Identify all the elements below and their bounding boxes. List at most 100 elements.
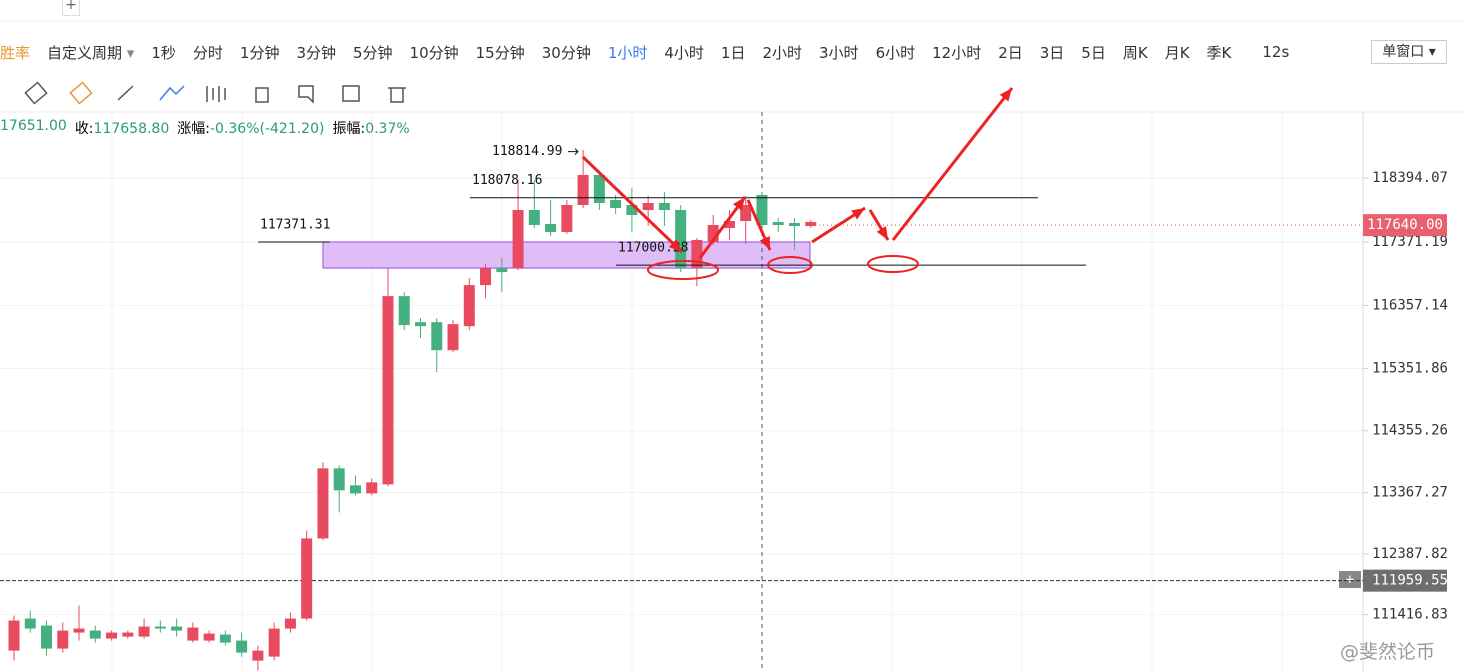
period-tab[interactable]: 胜率: [0, 43, 31, 62]
candle-body: [89, 630, 101, 639]
add-tab[interactable]: +: [62, 0, 80, 16]
period-tab[interactable]: 分时: [192, 43, 223, 62]
info-item: 涨幅:-0.36%(-421.20): [177, 118, 324, 138]
y-tick-label: 115351.86: [1372, 360, 1448, 376]
period-tab[interactable]: 自定义周期 ▾: [47, 43, 135, 62]
candle-body: [219, 634, 231, 643]
period-tab[interactable]: 6小时: [875, 43, 916, 62]
crosshair-tag: [1363, 569, 1447, 592]
candle-body: [333, 468, 345, 491]
candle-body: [431, 322, 443, 351]
candle-body: [463, 285, 475, 327]
period-tab[interactable]: 1日: [720, 43, 746, 62]
period-tab[interactable]: 3日: [1039, 43, 1065, 62]
period-tab[interactable]: 3小时: [819, 43, 859, 62]
period-tab[interactable]: 2小时: [762, 43, 803, 62]
drawn-circle: [767, 256, 813, 274]
candle-body: [561, 204, 573, 233]
candle-body: [675, 210, 687, 269]
candle-body: [398, 296, 410, 326]
drawn-circle: [647, 260, 719, 280]
period-tab[interactable]: 10分钟: [409, 43, 459, 62]
y-tick-label: 113367.27: [1372, 485, 1448, 501]
candle-body: [545, 224, 557, 233]
candle-body: [740, 204, 752, 222]
candle-body: [41, 625, 53, 649]
candle-body: [349, 485, 361, 494]
candle-body: [187, 627, 199, 641]
info-value: 0.37%: [365, 121, 410, 137]
candle-body: [480, 268, 492, 286]
period-tab[interactable]: 12小时: [932, 43, 982, 62]
plus-icon: +: [1346, 572, 1354, 588]
candle-body: [122, 632, 134, 637]
info-value: -0.36%(-421.20): [209, 121, 325, 137]
candle-body: [284, 618, 296, 629]
candle-body: [268, 628, 280, 657]
period-tab[interactable]: 月K: [1164, 43, 1190, 62]
period-tab[interactable]: 4小时: [664, 43, 704, 62]
period-tab[interactable]: 3分钟: [296, 43, 336, 62]
price-level-label: 117000.28: [618, 241, 688, 256]
plus-button[interactable]: [1339, 571, 1361, 588]
period-tab[interactable]: 5分钟: [353, 43, 393, 62]
y-tick-label: 112387.82: [1372, 546, 1448, 562]
period-tab[interactable]: 1分钟: [239, 43, 280, 62]
info-item: 振幅:0.37%: [332, 118, 409, 138]
drawn-arrow: [891, 87, 1014, 241]
candle-body: [203, 633, 215, 641]
period-tab[interactable]: 周K: [1122, 43, 1148, 62]
candle-body: [154, 626, 166, 629]
y-tick-label: 117371.19: [1372, 234, 1448, 250]
period-tab[interactable]: 15分钟: [475, 43, 525, 62]
window-select[interactable]: 单窗口 ▾: [1371, 40, 1447, 64]
candle-body: [24, 618, 36, 629]
candle-body: [610, 199, 622, 209]
candle-body: [252, 650, 264, 661]
period-bar: 胜率 自定义周期 ▾ 1秒 分时 1分钟 3分钟 5分钟 10分钟 15分钟 30分钟 1小时 4小时…: [0, 40, 1289, 64]
period-tab[interactable]: 季K: [1206, 43, 1232, 62]
candle-body: [138, 626, 150, 637]
candle-body: [496, 268, 508, 273]
period-tab[interactable]: 1小时: [607, 43, 648, 62]
candle-body: [593, 174, 605, 203]
period-tab[interactable]: 5日: [1081, 43, 1106, 62]
pointer-arrow: [568, 148, 579, 155]
arrow-head: [668, 239, 682, 252]
period-tab[interactable]: 1秒: [151, 43, 176, 62]
info-value: 117658.80: [93, 121, 170, 137]
candle-body: [171, 626, 183, 631]
crosshair-label: 111959.55: [1372, 573, 1448, 589]
candle-body: [528, 210, 540, 226]
arrow-head: [759, 236, 770, 250]
info-label: 收:: [74, 121, 94, 137]
candle-body: [626, 204, 638, 216]
candle-body: [658, 202, 670, 211]
y-tick-label: 114355.26: [1372, 423, 1448, 439]
candle-body: [301, 538, 313, 619]
candle-body: [577, 174, 589, 205]
candle-body: [447, 324, 459, 351]
arrow-head: [851, 208, 865, 220]
drawn-arrow: [581, 155, 684, 254]
period-tab[interactable]: 30分钟: [541, 43, 591, 62]
period-tab[interactable]: 2日: [998, 43, 1023, 62]
candle-body: [236, 640, 248, 653]
drawn-circle: [867, 255, 919, 273]
candle-body: [788, 223, 800, 227]
candle-body: [772, 222, 784, 226]
info-value: 17651.00: [0, 118, 67, 134]
candle-body: [642, 202, 654, 211]
window-label: 单窗口: [1382, 44, 1425, 60]
watermark: @斐然论币: [1340, 641, 1436, 663]
candle-body: [382, 296, 394, 485]
candle-body: [106, 632, 118, 639]
candle-body: [512, 210, 524, 269]
candle-body: [317, 468, 329, 539]
toolbar-icons: [24, 81, 406, 105]
price-level-label: 118078.16: [472, 173, 542, 188]
period-tab[interactable]: 12s: [1262, 43, 1290, 61]
info-bar: 17651.00 收:117658.80 涨幅:-0.36%(-421.20) 振幅:…: [0, 118, 410, 138]
last-price-tag: [1363, 214, 1447, 237]
